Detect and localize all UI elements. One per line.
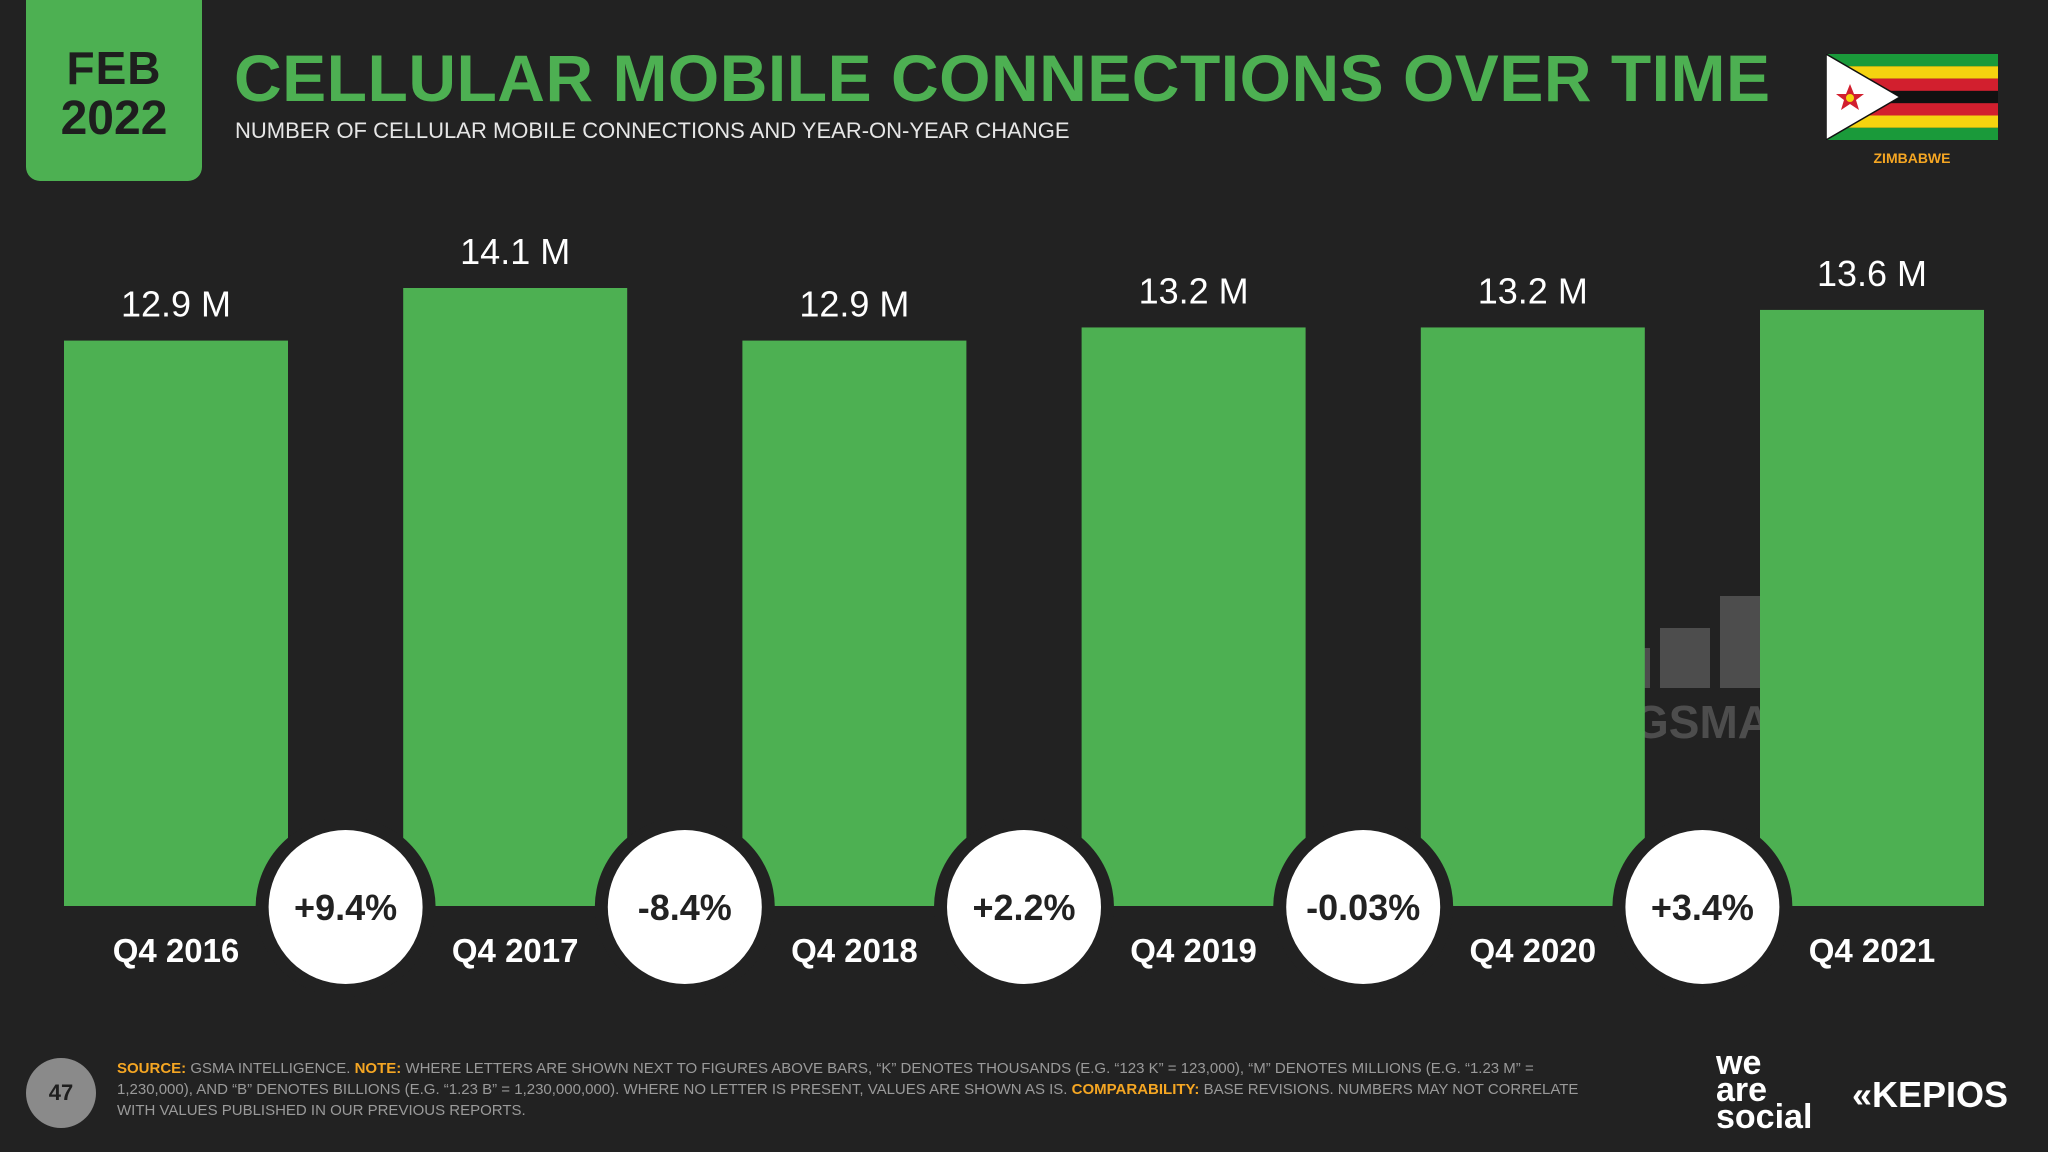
category-label: Q4 2020 [1469,932,1596,969]
bar-5 [1420,327,1645,907]
bar-6 [1760,309,1984,906]
note-text: WHERE LETTERS ARE SHOWN NEXT TO FIGURES … [117,1060,1534,1098]
page-number: 47 [26,1058,96,1128]
change-circle [1625,830,1780,984]
source-label: SOURCE: [117,1060,187,1077]
bar-4 [1081,327,1306,907]
kepios-icon: « [1852,1074,1873,1115]
bar-1 [64,340,288,907]
date-badge: FEB 2022 [26,0,202,181]
category-label: Q4 2017 [452,932,579,969]
change-circle [947,830,1101,984]
bar-2 [403,288,628,906]
comparability-label: COMPARABILITY: [1071,1081,1200,1098]
bar-value-label: 12.9 M [121,284,231,325]
kepios-text: KEPIOS [1872,1074,2009,1115]
gsma-watermark-text: GSMA [1633,696,1771,742]
logo-are: are [1716,1071,1768,1109]
category-label: Q4 2019 [1130,932,1257,969]
change-label: -8.4% [638,887,732,928]
category-label: Q4 2021 [1809,932,1936,969]
change-circle [268,830,423,984]
change-circle [607,830,762,984]
category-label: Q4 2018 [791,932,918,969]
zimbabwe-flag-icon [1826,54,1998,140]
category-label: Q4 2016 [113,932,240,969]
change-label: -0.03% [1306,887,1420,928]
change-circle [1286,830,1441,984]
kepios-logo: «KEPIOS [1852,1074,2008,1116]
date-year: 2022 [60,91,168,145]
we-are-social-logo: we are social [1716,1044,1813,1136]
source-text: GSMA INTELLIGENCE. [190,1060,351,1077]
bar-value-label: 13.2 M [1478,270,1588,311]
footer-note: SOURCE: GSMA INTELLIGENCE. NOTE: WHERE L… [117,1058,1587,1121]
bar-value-label: 14.1 M [460,231,570,272]
change-label: +9.4% [294,887,397,928]
bar-value-label: 13.2 M [1139,270,1249,311]
change-label: +2.2% [972,887,1075,928]
country-label: ZIMBABWE [1873,150,1951,166]
bar-3 [742,340,967,907]
logo-we: we [1716,1044,1762,1082]
note-label: NOTE: [354,1060,402,1077]
comparability-text: BASE REVISIONS. NUMBERS MAY NOT CORRELAT… [117,1081,1579,1119]
bar-value-label: 12.9 M [799,284,909,325]
logo-social: social [1716,1098,1813,1136]
change-label: +3.4% [1651,887,1754,928]
page-subtitle: NUMBER OF CELLULAR MOBILE CONNECTIONS AN… [235,118,1070,143]
bar-value-label: 13.6 M [1817,253,1927,294]
page-title: CELLULAR MOBILE CONNECTIONS OVER TIME [234,41,1771,115]
date-month: FEB [66,41,162,94]
